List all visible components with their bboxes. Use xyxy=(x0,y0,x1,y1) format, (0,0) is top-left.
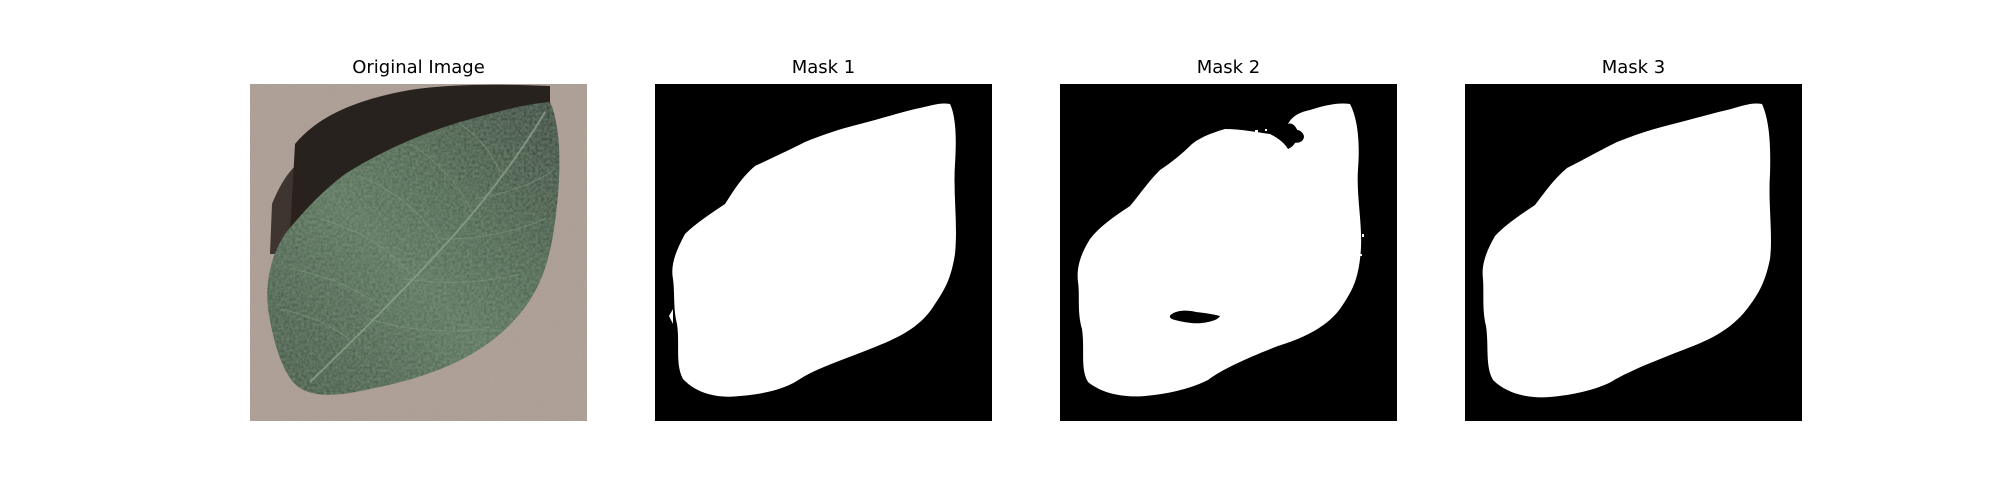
mask-2-svg xyxy=(1060,84,1397,421)
panel-title: Mask 1 xyxy=(791,57,856,78)
mask-3-svg xyxy=(1465,84,1802,421)
panel-title: Mask 3 xyxy=(1601,57,1666,78)
mask-2-image xyxy=(1060,84,1397,421)
mask-1-svg xyxy=(655,84,992,421)
leaf-photo-svg xyxy=(250,84,587,421)
panel-title: Mask 2 xyxy=(1196,57,1261,78)
original-leaf-photo xyxy=(250,84,587,421)
mask-3-image xyxy=(1465,84,1802,421)
mask-1-image xyxy=(655,84,992,421)
panel-title: Original Image xyxy=(352,57,485,78)
